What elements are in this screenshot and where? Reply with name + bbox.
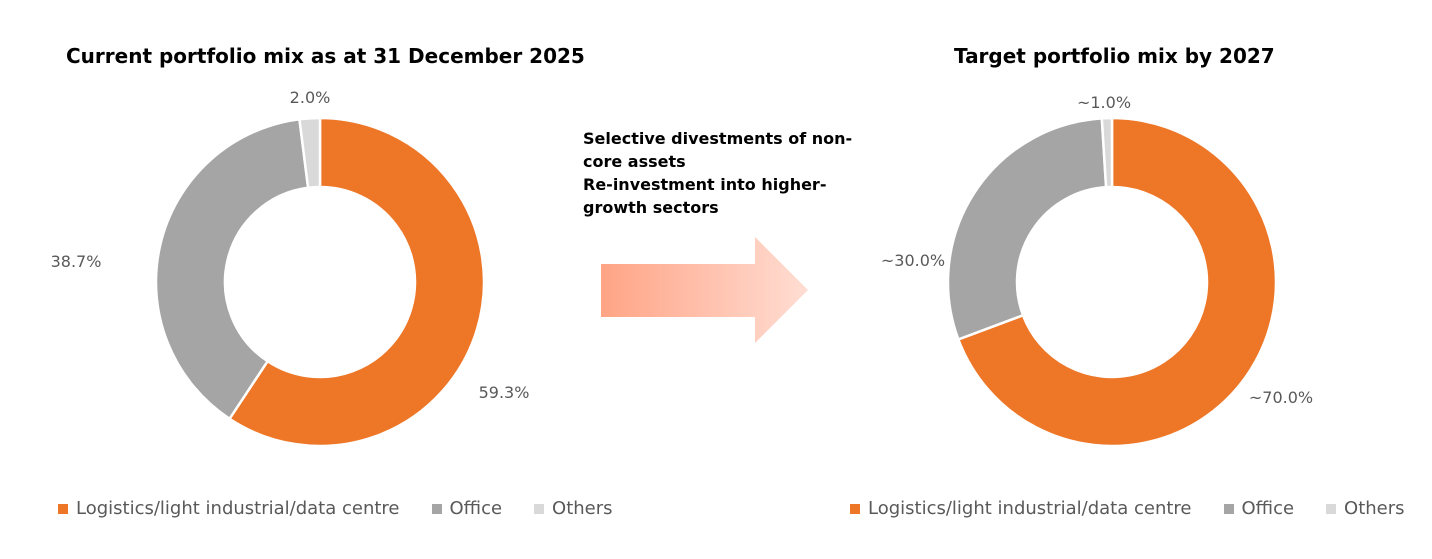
legend-swatch: [534, 503, 545, 514]
right-legend: Logistics/light industrial/data centre O…: [850, 498, 1432, 519]
data-label-logistics: ~70.0%: [1249, 388, 1313, 407]
data-label-office: 38.7%: [51, 252, 102, 271]
legend-item-office: Office: [1223, 498, 1295, 519]
legend-item-others: Others: [1326, 498, 1405, 519]
strategy-annotation: Selective divestments of non-core assets…: [583, 127, 873, 219]
legend-label: Others: [552, 498, 613, 519]
legend-swatch: [1223, 503, 1234, 514]
donut-target-slice-office: [946, 116, 1108, 342]
transition-arrow: [601, 237, 808, 343]
legend-item-office: Office: [431, 498, 503, 519]
data-label-others: 2.0%: [290, 88, 331, 107]
annotation-line-2: Re-investment into higher-growth sectors: [583, 175, 827, 217]
data-label-others: ~1.0%: [1077, 93, 1131, 112]
legend-label: Others: [1344, 498, 1405, 519]
data-label-logistics: 59.3%: [479, 383, 530, 402]
legend-label: Logistics/light industrial/data centre: [76, 498, 400, 519]
right-chart-title: Target portfolio mix by 2027: [954, 44, 1275, 68]
left-chart-title: Current portfolio mix as at 31 December …: [66, 44, 585, 68]
donut-current-slice-office: [154, 117, 310, 421]
legend-swatch: [1326, 503, 1337, 514]
donut-current-slice-logistics: [227, 116, 486, 448]
legend-label: Office: [449, 498, 503, 519]
legend-swatch: [850, 503, 860, 514]
donut-target-slice-others: [1100, 116, 1114, 189]
legend-label: Office: [1241, 498, 1295, 519]
donut-target-slice-logistics: [956, 116, 1278, 448]
legend-item-logistics: Logistics/light industrial/data centre: [58, 498, 400, 519]
data-label-office: ~30.0%: [881, 251, 945, 270]
legend-item-others: Others: [534, 498, 613, 519]
legend-label: Logistics/light industrial/data centre: [868, 498, 1192, 519]
left-legend: Logistics/light industrial/data centre O…: [58, 498, 645, 519]
legend-swatch: [58, 503, 68, 514]
donut-current-slice-others: [298, 116, 322, 190]
legend-item-logistics: Logistics/light industrial/data centre: [850, 498, 1192, 519]
legend-swatch: [431, 503, 442, 514]
annotation-line-1: Selective divestments of non-core assets: [583, 129, 853, 171]
